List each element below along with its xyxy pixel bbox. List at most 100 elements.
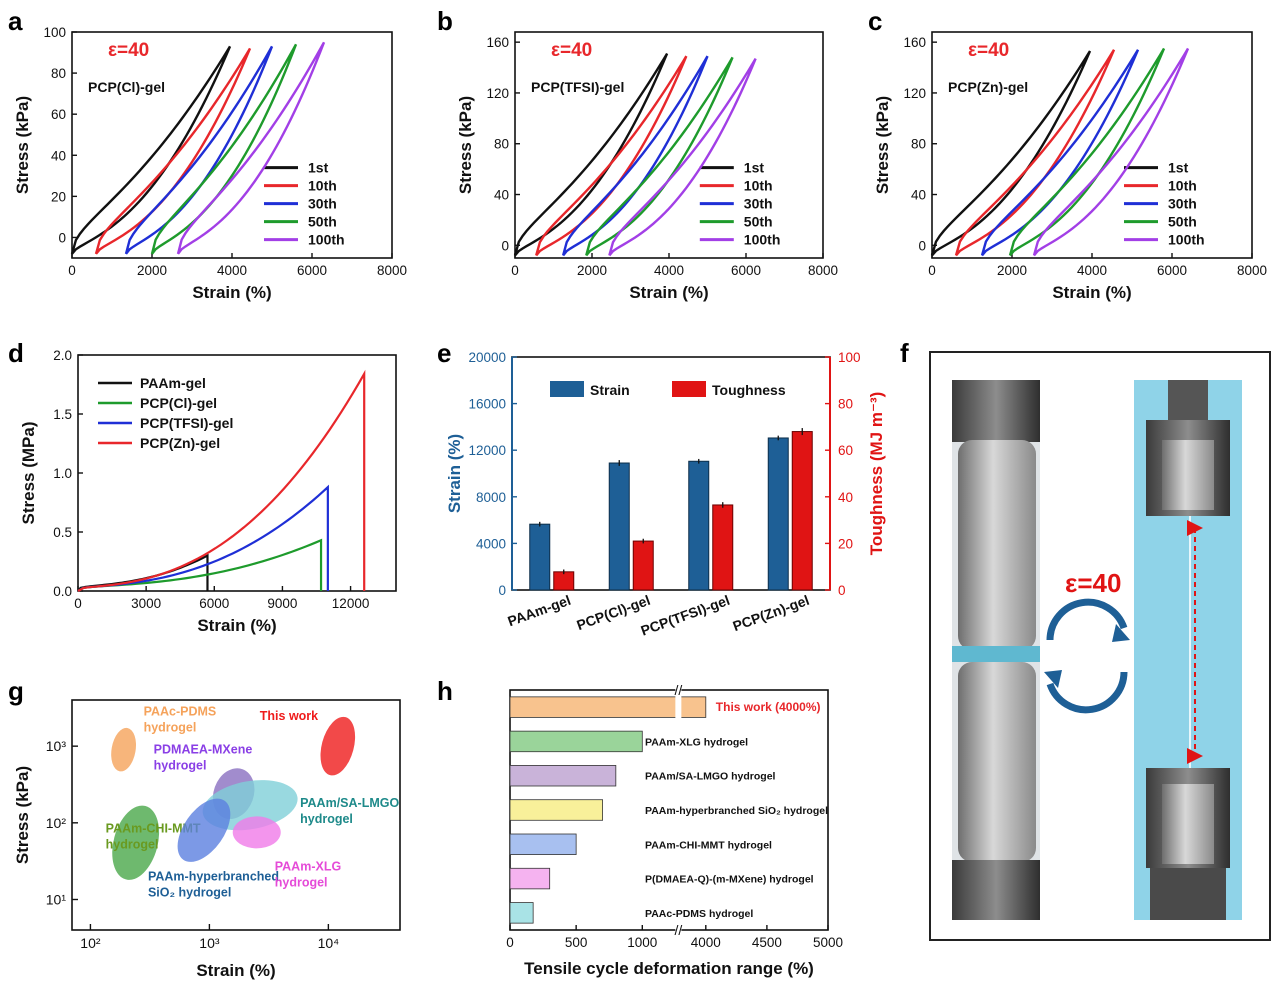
y-axis-label: Stress (kPa) xyxy=(13,96,32,194)
curve-100th xyxy=(176,41,326,255)
x-tick-label: 2000 xyxy=(137,263,167,278)
region-label: hydrogel xyxy=(144,721,197,735)
bar-toughness xyxy=(553,571,575,591)
curve-1st xyxy=(513,52,669,257)
y-tick-label: 100 xyxy=(43,25,66,40)
y-tick-label: 1.0 xyxy=(53,466,72,481)
x-tick-label: 6000 xyxy=(1157,263,1187,278)
sample-label: PCP(TFSI)-gel xyxy=(531,79,624,95)
bar-toughness xyxy=(632,540,654,591)
bar-label: PAAm-hyperbranched SiO₂ hydrogel xyxy=(645,805,828,817)
cycle-arrow-top xyxy=(1046,598,1128,641)
x-axis-label: Strain (%) xyxy=(196,961,275,980)
bar-strain xyxy=(688,460,710,591)
y-tick-label: 40 xyxy=(494,188,509,203)
x-axis-label: Strain (%) xyxy=(197,616,276,635)
x-axis-label: Strain (%) xyxy=(192,283,271,302)
bar-label: PAAc-PDMS hydrogel xyxy=(645,908,753,920)
bar-strain xyxy=(529,523,551,591)
panel-label-h: h xyxy=(437,676,453,706)
legend-swatch xyxy=(672,381,706,397)
axis-break-mark-bottom: // xyxy=(674,922,682,938)
bar-5 xyxy=(509,867,551,890)
legend-label: PAAm-gel xyxy=(140,375,206,391)
curve-100th xyxy=(1032,47,1190,257)
legend-label: 30th xyxy=(308,196,337,212)
x-tick-label: 10³ xyxy=(199,935,220,951)
left-top-clamp-body xyxy=(952,380,1040,442)
cycle-arrow-bottom xyxy=(1046,671,1128,714)
curve-1st xyxy=(930,50,1092,257)
plot-frame xyxy=(71,699,401,931)
bar-label: This work (4000%) xyxy=(716,700,821,714)
x-axis-label: Tensile cycle deformation range (%) xyxy=(524,959,814,978)
annotation-epsilon: ε=40 xyxy=(108,40,149,61)
y2-tick-label: 60 xyxy=(838,443,853,458)
left-top-clamp-jaw xyxy=(958,440,1036,650)
bar-break-gap xyxy=(675,695,682,719)
legend-label: Strain xyxy=(590,382,630,398)
y-tick-label: 60 xyxy=(51,107,66,122)
legend-label: 1st xyxy=(1168,160,1189,176)
y-tick-label: 12000 xyxy=(468,443,506,458)
y-axis-label: Stress (kPa) xyxy=(873,96,892,194)
chart-g-ashby-plot: 10² 10³ 10⁴ 10¹ 10² 10³ Strain (%) Stress (kPa)… xyxy=(13,699,401,980)
region-6 xyxy=(232,816,281,849)
x-tick-label: 9000 xyxy=(267,596,297,611)
chart-b-cyclic-pcp-tfsi: 0 2000 4000 6000 8000 0 40 80 120 160 Strain (%) St… xyxy=(456,31,838,302)
y-axis-label: Stress (MPa) xyxy=(19,422,38,525)
x-tick-label: 2000 xyxy=(997,263,1027,278)
y2-tick-label: 40 xyxy=(838,490,853,505)
legend-label: 10th xyxy=(1168,178,1197,194)
y-tick-label: 160 xyxy=(903,35,926,50)
region-label: hydrogel xyxy=(154,759,207,773)
y-tick-label: 20000 xyxy=(468,350,506,365)
legend-label: 100th xyxy=(308,232,345,248)
legend-label: 1st xyxy=(744,160,765,176)
legend-label: 100th xyxy=(1168,232,1205,248)
y-tick-label: 160 xyxy=(486,35,509,50)
legend-label: 30th xyxy=(744,196,773,212)
y-axis-label: Stress (kPa) xyxy=(13,766,32,864)
x-tick-label: 1000 xyxy=(627,935,657,950)
plot-frame xyxy=(77,354,397,592)
y-tick-label: 0 xyxy=(918,238,926,253)
sample-label: PCP(Cl)-gel xyxy=(88,79,165,95)
y-tick-label: 40 xyxy=(911,188,926,203)
annotation-epsilon: ε=40 xyxy=(968,40,1009,61)
curve-10th xyxy=(954,49,1116,257)
y2-tick-label: 100 xyxy=(838,350,861,365)
x-tick-label: 0 xyxy=(511,263,519,278)
bar-toughness xyxy=(791,431,813,591)
chart-e-strain-toughness-bars: 0 4000 8000 12000 16000 20000 0 20 40 60 80 100 Stra… xyxy=(445,350,886,639)
x-tick-label: 6000 xyxy=(731,263,761,278)
x-tick-label: 6000 xyxy=(297,263,327,278)
y-tick-label: 10³ xyxy=(46,738,67,754)
x-tick-label: 6000 xyxy=(199,596,229,611)
bar-4 xyxy=(509,833,577,855)
bar-label: P(DMAEA-Q)-(m-MXene) hydrogel xyxy=(645,874,814,886)
legend-label: Toughness xyxy=(712,382,786,398)
region-label: PAAm-hyperbranched xyxy=(148,869,279,883)
y-tick-label: 10¹ xyxy=(46,891,67,907)
panel-label-f: f xyxy=(900,338,909,368)
y2-tick-label: 20 xyxy=(838,536,853,551)
axis-break-mark-top: // xyxy=(674,682,682,698)
chart-c-cyclic-pcp-zn: 0 2000 4000 6000 8000 0 40 80 120 160 Strain (%) St… xyxy=(873,31,1267,302)
panel-label-a: a xyxy=(8,6,23,36)
x-tick-label: 10⁴ xyxy=(318,935,340,951)
y-tick-label: 8000 xyxy=(476,490,506,505)
y-tick-label: 4000 xyxy=(476,536,506,551)
x-tick-label: 8000 xyxy=(808,263,838,278)
curve-50th xyxy=(1008,47,1166,257)
x-tick-label: 0 xyxy=(68,263,76,278)
legend-label: 100th xyxy=(744,232,781,248)
panel-label-d: d xyxy=(8,338,24,368)
region-label: PAAm-CHI-MMT xyxy=(106,822,201,836)
panel-f-annotation: ε=40 xyxy=(1065,568,1121,598)
y-tick-label: 0 xyxy=(58,230,66,245)
axis-break-top-gap xyxy=(675,686,682,696)
legend-label: 50th xyxy=(744,214,773,230)
cycle-arrowhead-top xyxy=(1112,624,1130,642)
region-label: This work xyxy=(260,709,318,723)
